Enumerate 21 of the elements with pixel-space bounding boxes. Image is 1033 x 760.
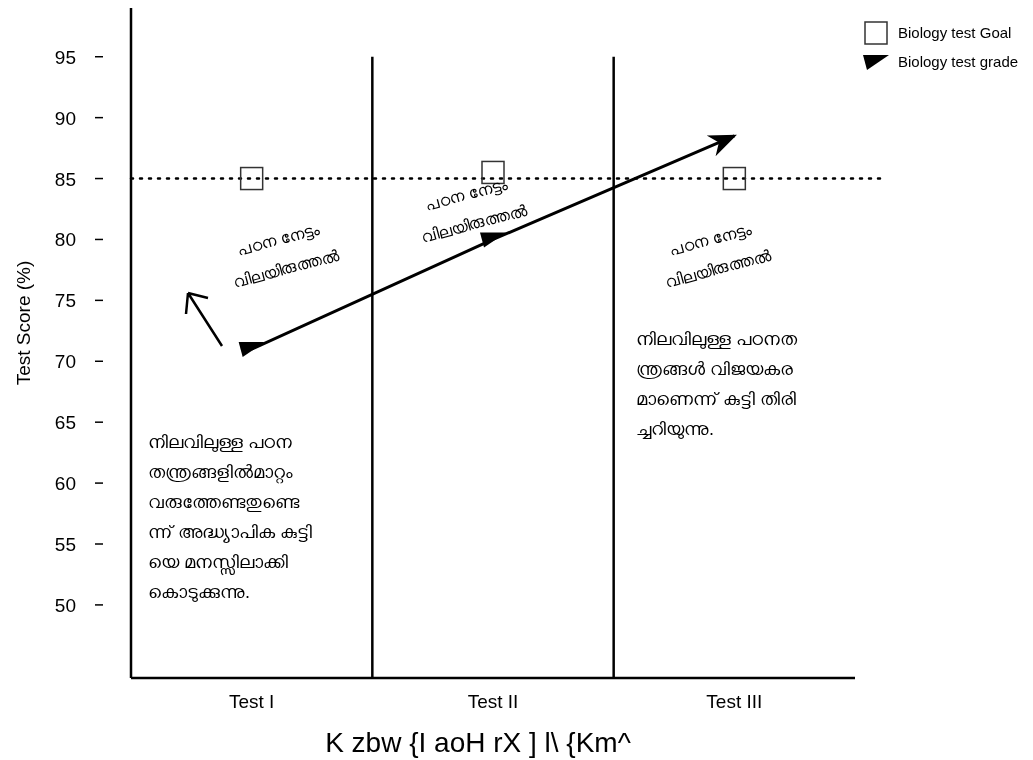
x-tick-label: Test I xyxy=(228,691,275,712)
y-tick-label: 60 xyxy=(54,473,76,495)
point xyxy=(722,166,747,191)
y-tick-label: 95 xyxy=(54,46,76,68)
legend-label: Biology test Goal xyxy=(898,24,1012,41)
x-tick-label: Test II xyxy=(467,691,519,712)
legend-label: Biology test grade xyxy=(898,53,1019,70)
y-tick-label: 70 xyxy=(54,351,76,373)
y-tick-label: 80 xyxy=(54,229,76,251)
x-axis-title: K zbw {I aoH rX ] l\ {Km^ xyxy=(325,727,631,758)
annotation: നിലവിലുള്ള പഠനത ന്ത്രങ്ങൾ വിജയകര മാണെന്ന് കുട്ടി തിരി ച്ചറിയുന്നു. xyxy=(636,329,798,439)
x-tick-label: Test III xyxy=(706,691,763,712)
y-tick-label: 90 xyxy=(54,107,76,129)
annotation: നിലവിലുള്ള പഠന തന്ത്രങ്ങളിൽമാറ്റം വരുത്തേണ്ടതുണ്ടെ ന്ന് അദ്ധ്യാപിക കുട്ടി യെ മനസ്സിലാക്കി കൊടുക്കുന്നു. xyxy=(148,432,313,602)
y-tick-label: 75 xyxy=(54,290,76,312)
y-tick-label: 50 xyxy=(54,594,76,616)
y-tick-label: 55 xyxy=(54,534,76,555)
point xyxy=(239,166,264,191)
y-axis-title: Test Score (%) xyxy=(13,260,34,386)
y-tick-label: 65 xyxy=(54,412,76,434)
y-tick-label: 85 xyxy=(54,168,76,190)
